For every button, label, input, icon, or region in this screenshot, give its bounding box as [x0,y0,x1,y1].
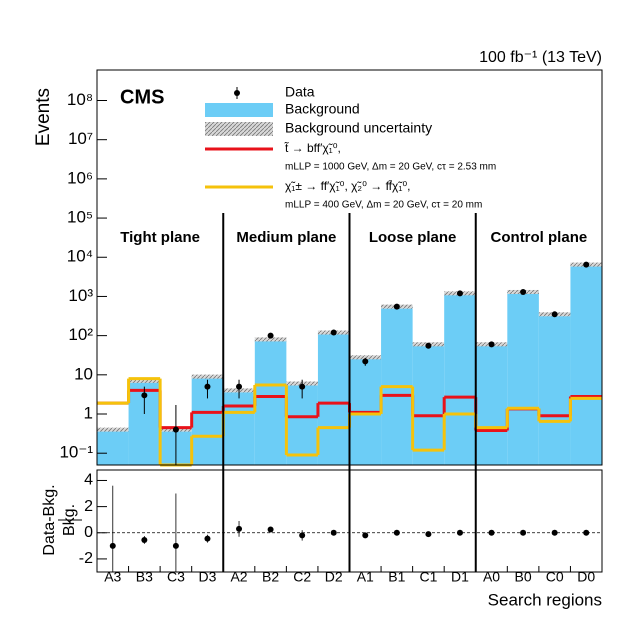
background-bar [254,339,287,465]
ratio-point [393,529,400,536]
x-tick-label: A3 [104,569,121,585]
background-bar [317,332,350,465]
ratio-point [267,526,274,533]
legend-label: Data [285,84,315,100]
data-point [583,261,590,268]
x-tick-label: D3 [199,569,217,585]
ratio-point [109,542,116,549]
x-tick-label: C1 [419,569,437,585]
background-uncertainty [191,374,224,379]
y-tick-label: 1 [84,403,93,422]
data-point [551,311,558,318]
legend-label: χ̃₁± → ff′χ̃₁⁰, χ̃₂⁰ → ff̄χ̃₁⁰, [285,179,411,193]
ratio-point [236,525,243,532]
legend-label: Background [285,101,360,117]
background-bar [570,264,602,465]
data-point [267,332,274,339]
x-tick-label: B1 [388,569,405,585]
y-tick-label: 10⁴ [67,247,93,266]
x-tick-label: B0 [515,569,532,585]
luminosity: 100 fb⁻¹ (13 TeV) [479,49,602,66]
y-tick-label: 10⁸ [67,90,93,109]
ratio-frame [96,469,603,573]
y-tick-label: 10⁶ [67,168,93,187]
y-tick-label: 10 [74,364,93,383]
legend-label: t̃ → bff′χ̃₁⁰, [284,141,341,156]
data-point [520,288,527,295]
x-tick-label: A2 [230,569,247,585]
data-point [362,358,369,365]
background-uncertainty [349,355,382,360]
data-point [299,383,306,390]
data-point [393,303,400,310]
data-point [330,329,337,336]
main-frame [96,69,603,466]
y-axis-label: Events [33,88,54,146]
y-tick-label: 10³ [68,286,93,305]
x-axis-label: Search regions [488,590,602,609]
data-point [488,341,495,348]
region-label: Control plane [491,229,588,246]
background-uncertainty [97,427,129,432]
experiment: CMS [120,86,164,108]
background-uncertainty [254,337,287,342]
x-tick-label: C2 [293,569,311,585]
legend-label: Background uncertainty [285,120,432,136]
background-uncertainty [128,378,161,383]
ratio-point [583,529,590,536]
data-point [172,426,179,433]
legend-background-swatch [205,103,273,117]
background-bar [223,390,255,465]
background-bar [475,344,508,465]
ratio-point [172,542,179,549]
background-bar [444,293,476,465]
x-tick-label: A1 [357,569,374,585]
region-label: Loose plane [369,229,457,246]
x-tick-label: C3 [167,569,185,585]
x-tick-label: B3 [136,569,153,585]
ratio-y-tick-label: 4 [84,472,93,489]
background-bar [97,429,129,465]
background-bar [538,314,571,465]
ratio-point [425,531,432,538]
ratio-y-tick-label: -2 [79,550,93,567]
x-tick-label: A0 [483,569,500,585]
legend-description: mLLP = 1000 GeV, Δm = 20 GeV, cτ = 2.53 … [285,162,496,173]
ratio-point [362,532,369,539]
x-tick-label: C0 [546,569,564,585]
background-bar [507,291,539,465]
data-point [204,383,211,390]
x-tick-label: D0 [577,569,595,585]
ratio-point [299,532,306,539]
region-label: Tight plane [120,229,200,246]
ratio-label-bottom: Bkg. [61,504,78,536]
x-tick-label: D1 [451,569,469,585]
ratio-point [488,529,495,536]
data-point [425,342,432,349]
data-point [236,383,243,390]
y-tick-label: 10⁷ [68,129,93,148]
data-point [456,290,463,297]
legend-uncertainty-swatch [205,122,273,136]
x-tick-label: B2 [262,569,279,585]
legend-description: mLLP = 400 GeV, Δm = 20 GeV, cτ = 20 mm [285,200,482,211]
x-tick-label: D2 [325,569,343,585]
region-label: Medium plane [236,229,336,246]
ratio-point [204,535,211,542]
y-tick-label: 10² [68,325,93,344]
y-tick-label: 10⁻¹ [59,443,93,462]
ratio-point [141,536,148,543]
background-bar [412,344,445,465]
ratio-y-tick-label: 0 [84,524,93,541]
y-tick-label: 10⁵ [67,208,93,227]
data-point [141,392,148,399]
ratio-y-tick-label: 2 [84,498,93,515]
ratio-label-top: Data-Bkg. [41,484,58,555]
